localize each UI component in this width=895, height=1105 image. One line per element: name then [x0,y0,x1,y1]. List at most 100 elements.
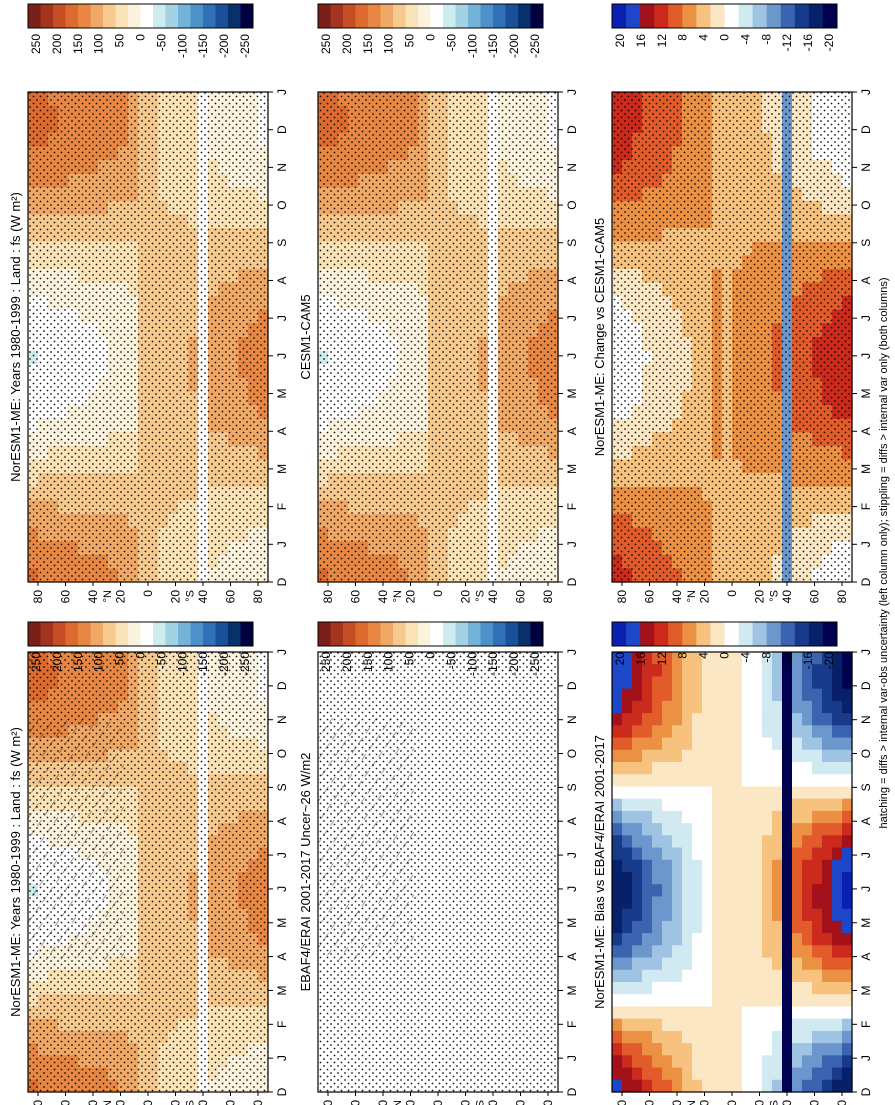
x-tick-label: F [859,1021,873,1028]
x-tick-label: J [565,852,579,858]
heatmap-cell [762,982,773,995]
heatmap-cell [652,1067,663,1081]
colorbar-swatch [318,622,331,646]
colorbar-swatch [468,622,481,646]
heatmap-cell [842,1067,853,1081]
colorbar-swatch [612,622,627,646]
heatmap-cell [802,1067,813,1081]
heatmap-cell [682,676,693,690]
heatmap-cell [682,762,693,775]
heatmap-cell [782,884,793,898]
heatmap-cell [692,1018,703,1032]
heatmap-cell [752,969,763,983]
x-tick-label: D [565,577,579,586]
heatmap-cell [812,1067,823,1081]
heatmap-cell [762,859,773,873]
heatmap-cell [842,1043,853,1056]
heatmap-cell [632,713,643,726]
colorbar-frame [27,3,254,29]
heatmap-cell [662,1018,673,1032]
heatmap-cell [612,994,623,1008]
heatmap-cell [712,994,723,1008]
heatmap-cell [732,896,743,910]
heatmap-cell [762,664,773,678]
heatmap-cell [822,664,833,678]
heatmap-cell [842,896,853,910]
heatmap-cell [762,749,773,763]
heatmap-cell [682,737,693,751]
x-tick-label: D [859,681,873,690]
colorbar-swatch [455,622,469,646]
heatmap-cell [792,725,803,739]
heatmap-cell [712,725,723,739]
heatmap-cell [672,896,683,910]
heatmap-cell [672,749,683,763]
heatmap-cell [622,823,633,836]
heatmap-cell [622,713,633,726]
x-tick-label: J [275,315,289,321]
heatmap-cell [842,884,853,898]
heatmap-cell [692,652,703,665]
heatmap-cell [832,859,843,873]
heatmap-cell [612,713,623,726]
colorbar-swatch [505,622,519,646]
heatmap-cell [842,1055,853,1069]
heatmap-cell [702,872,713,885]
heatmap-cell [842,1018,853,1032]
colorbar-swatch [505,4,519,28]
heatmap-cell [822,1079,833,1093]
heatmap-cell [822,688,833,702]
heatmap-cell [632,1006,643,1020]
x-tick-label: A [565,427,579,435]
heatmap-cell [672,969,683,983]
colorbar-swatch [530,4,544,28]
heatmap-cell [762,884,773,898]
colorbar-label: 0 [134,652,148,659]
heatmap-cell [712,957,723,971]
y-tick-label: 40 [86,1100,100,1105]
heatmap-cell [612,945,623,959]
colorbar-label: -150 [196,34,210,58]
heatmap-cell [642,713,653,726]
heatmap-cell [802,957,813,971]
heatmap-cell [652,933,663,946]
colorbar-swatch [128,4,141,28]
heatmap-cell [672,810,683,824]
heatmap-cell [742,969,753,983]
heatmap-cell [702,1055,713,1069]
heatmap-cell [692,933,703,946]
heatmap-cell [792,652,803,665]
colorbar-label: 150 [361,34,375,54]
heatmap-cell [682,700,693,714]
heatmap-cell [702,859,713,873]
panel-model_1980_1999_left: DJFMAMJJASONDJ80604020020406080°N°SNorES… [8,621,289,1105]
colorbar-label: 200 [340,34,354,54]
colorbar-swatch [115,4,129,28]
heatmap-cell [752,994,763,1008]
heatmap-cell [782,1055,793,1069]
heatmap-cell [712,945,723,959]
heatmap-cell [662,1067,673,1081]
colorbar-swatch [668,622,683,646]
heatmap-cell [762,1030,773,1044]
colorbar-label: -200 [217,652,231,676]
heatmap-cell [612,676,623,690]
heatmap-cell [772,957,783,971]
heatmap-cell [742,1067,753,1081]
heatmap-cell [782,1043,793,1056]
heatmap-cell [742,786,753,800]
heatmap-cell [642,1043,653,1056]
heatmap-cell [682,713,693,726]
heatmap-cell [702,908,713,922]
heatmap-cell [752,688,763,702]
colorbar-label: 150 [71,34,85,54]
heatmap-cell [712,700,723,714]
heatmap-cell [672,1043,683,1056]
heatmap-cell [712,749,723,763]
hemisphere-label: °S [474,1100,486,1105]
heatmap-cell [702,957,713,971]
colorbar-swatch [103,4,116,28]
heatmap-cell [662,762,673,775]
colorbar-swatch [443,622,456,646]
heatmap-cell [622,810,633,824]
